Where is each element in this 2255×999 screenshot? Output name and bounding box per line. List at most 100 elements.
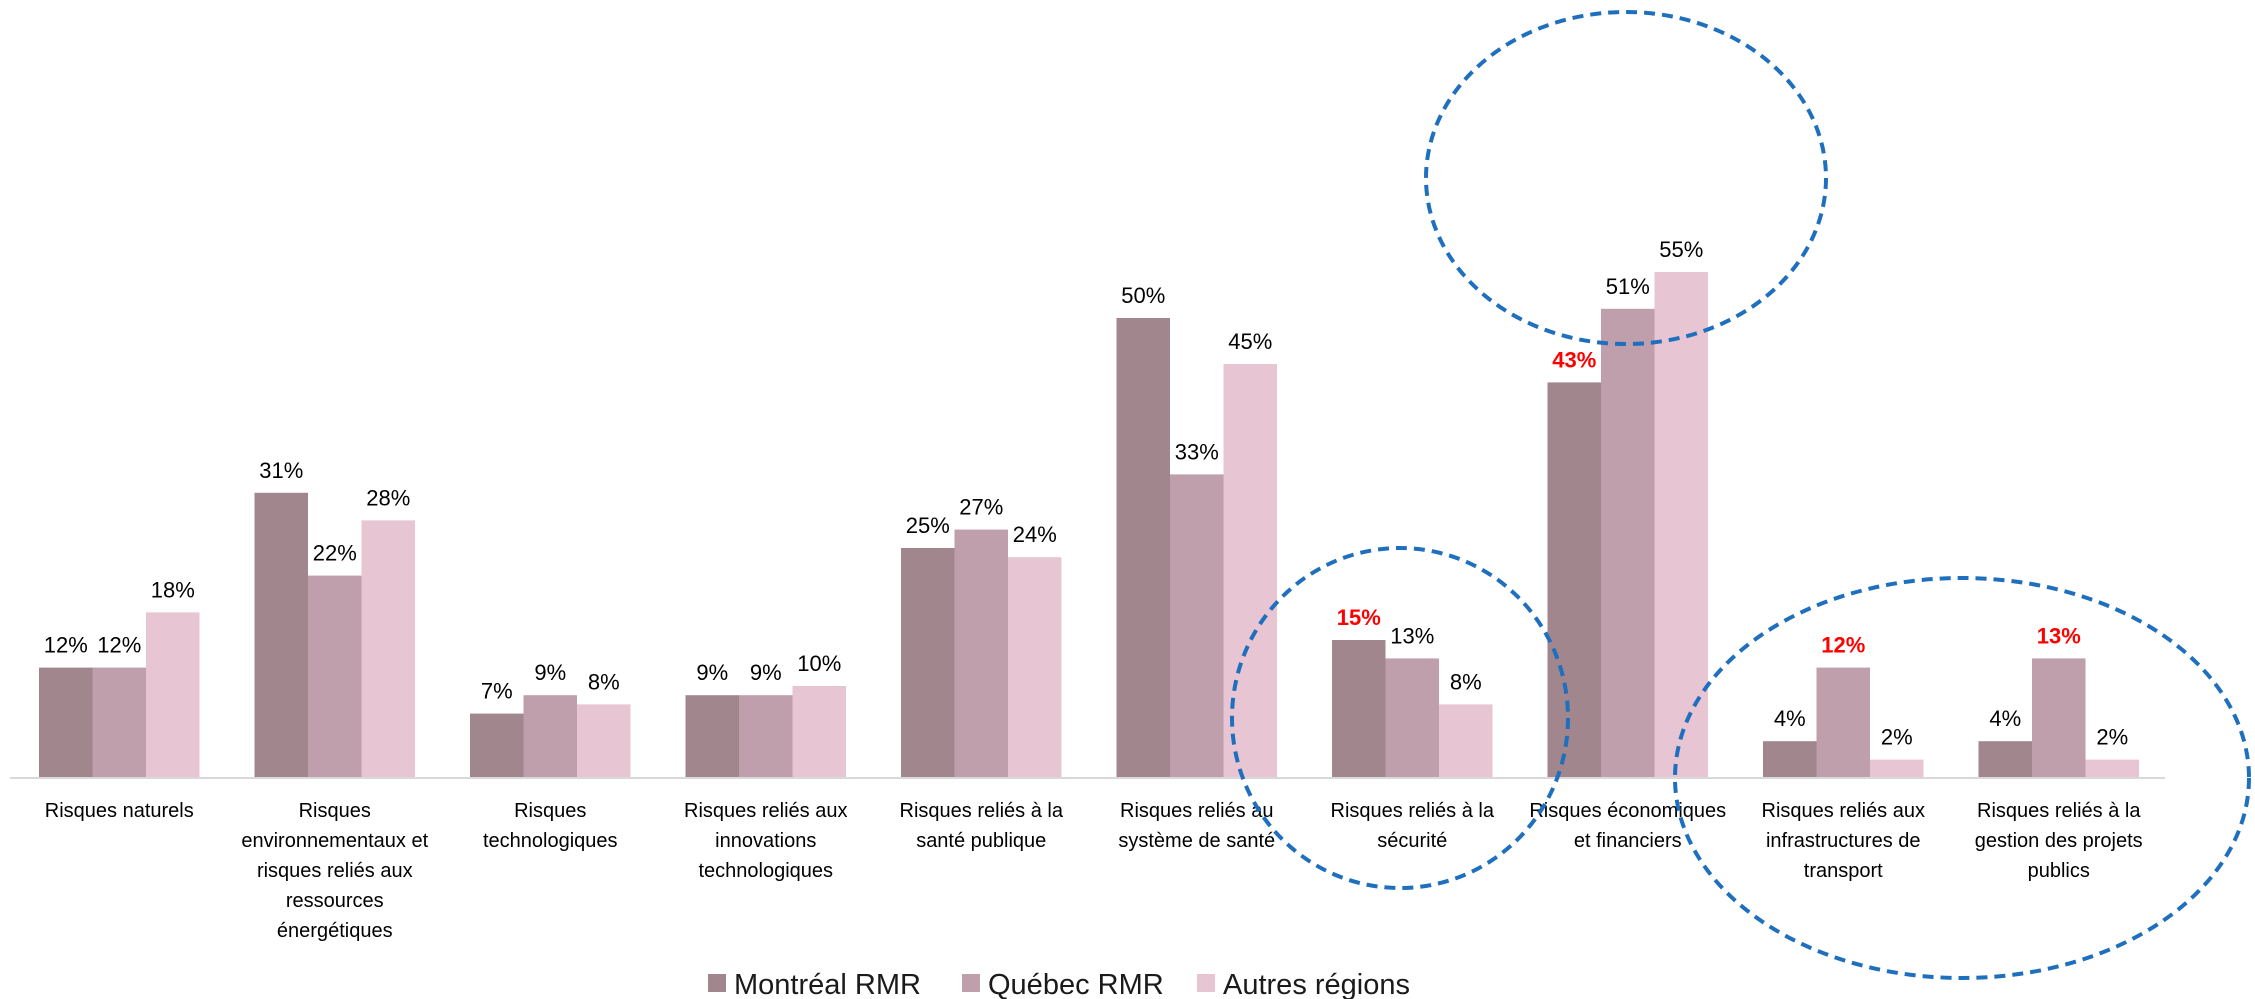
category-label-c1-line2: risques reliés aux [257,860,413,882]
bar-s2-c6 [1439,704,1493,778]
legend-item-1: Québec RMR [962,969,1164,999]
bar-s2-c8 [1870,759,1924,778]
bar-s0-c0 [39,667,93,778]
category-label-c3-line1: innovations [715,830,816,852]
bar-s1-c0 [92,667,146,778]
data-label-s1-c7: 51% [1606,274,1650,299]
data-label-s1-c9: 13% [2037,623,2081,648]
legend-label-1: Québec RMR [988,969,1164,999]
bar-s0-c4 [901,548,955,778]
highlight-ellipses-layer [1230,10,2251,980]
data-label-s0-c3: 9% [696,660,728,685]
data-label-s0-c5: 50% [1121,283,1165,308]
data-label-s0-c1: 31% [259,458,303,483]
data-label-s1-c0: 12% [97,633,141,658]
data-label-s0-c7: 43% [1552,347,1596,372]
bar-s0-c5 [1116,318,1170,778]
data-label-s2-c9: 2% [2096,725,2128,750]
category-label-c0-line0: Risques naturels [45,800,194,822]
category-label-c3-line2: technologiques [698,860,833,882]
data-label-s1-c3: 9% [750,660,782,685]
data-label-s1-c5: 33% [1175,439,1219,464]
bar-s0-c6 [1332,640,1386,778]
highlight-ellipse-3 [1673,576,2251,980]
data-label-s2-c5: 45% [1228,329,1272,354]
legend-item-2: Autres régions [1197,969,1410,999]
legend: Montréal RMR Québec RMR Autres régions [708,969,1410,999]
data-label-s2-c0: 18% [151,577,195,602]
bar-s0-c9 [1978,741,2032,778]
data-label-s1-c1: 22% [313,541,357,566]
category-label-c2-line1: technologiques [483,830,618,852]
data-label-s1-c4: 27% [959,495,1003,520]
category-label-c1-line3: ressources [286,890,384,912]
data-label-s2-c6: 8% [1450,669,1482,694]
category-labels-layer: Risques naturels Risques environnementaux … [45,800,2143,942]
legend-label-2: Autres régions [1223,969,1410,999]
category-label-c6-line1: sécurité [1377,830,1447,852]
category-label-c2-line0: Risques [514,800,586,822]
data-label-s0-c0: 12% [44,633,88,658]
category-label-c4-line0: Risques reliés à la [900,800,1064,822]
bar-s1-c3 [739,695,793,778]
data-label-s2-c2: 8% [588,669,620,694]
data-label-s2-c7: 55% [1659,237,1703,262]
category-label-c8-line1: infrastructures de [1766,830,1921,852]
bar-s2-c4 [1008,557,1062,778]
data-label-s1-c8: 12% [1821,633,1865,658]
bar-s0-c2 [470,713,524,778]
value-labels-layer: 12% 31% 7% 9% 25% 50% 15% 43% 4% 4% 12% 22% 9% 9% 27% 3… [44,237,2128,750]
bar-s2-c3 [792,686,846,778]
data-label-s2-c1: 28% [366,485,410,510]
bar-s1-c7 [1601,308,1655,778]
category-label-c1-line4: énergétiques [277,920,393,942]
category-label-c8-line0: Risques reliés aux [1762,800,1925,822]
category-label-c1-line0: Risques [299,800,371,822]
bar-s0-c1 [254,492,308,778]
bar-s2-c7 [1654,272,1708,778]
bar-s1-c6 [1385,658,1439,778]
bar-s2-c9 [2085,759,2139,778]
category-label-c9-line2: publics [2028,860,2090,882]
data-label-s1-c6: 13% [1390,623,1434,648]
data-label-s2-c4: 24% [1013,522,1057,547]
legend-swatch-2 [1197,974,1215,992]
data-label-s0-c9: 4% [1989,706,2021,731]
legend-swatch-1 [962,974,980,992]
category-label-c3-line0: Risques reliés aux [684,800,847,822]
category-label-c5-line0: Risques reliés au [1120,800,1273,822]
category-label-c7-line1: et financiers [1574,830,1682,852]
data-label-s0-c2: 7% [481,679,513,704]
category-label-c7-line0: Risques économiques [1529,800,1726,822]
bar-s0-c7 [1547,382,1601,778]
category-label-c4-line1: santé publique [916,830,1046,852]
category-label-c1-line1: environnementaux et [241,830,428,852]
category-label-c9-line1: gestion des projets [1975,830,2143,852]
data-label-s2-c3: 10% [797,651,841,676]
legend-swatch-0 [708,974,726,992]
bar-s2-c5 [1223,364,1277,778]
bar-s1-c9 [2032,658,2086,778]
legend-label-0: Montréal RMR [734,969,921,999]
bar-s1-c2 [523,695,577,778]
legend-item-0: Montréal RMR [708,969,921,999]
category-label-c9-line0: Risques reliés à la [1977,800,2141,822]
data-label-s2-c8: 2% [1881,725,1913,750]
bar-s1-c1 [308,575,362,778]
data-label-s0-c8: 4% [1774,706,1806,731]
bar-s1-c8 [1816,667,1870,778]
category-label-c5-line1: système de santé [1118,830,1275,852]
category-label-c8-line2: transport [1804,860,1883,882]
bar-s2-c2 [577,704,631,778]
bar-s0-c8 [1763,741,1817,778]
bar-s1-c5 [1170,474,1224,778]
highlight-ellipse-2 [1424,10,1828,346]
category-label-c6-line0: Risques reliés à la [1331,800,1495,822]
bar-s1-c4 [954,529,1008,778]
highlight-ellipse-1 [1230,546,1570,890]
data-label-s1-c2: 9% [534,660,566,685]
bar-s0-c3 [685,695,739,778]
data-label-s0-c4: 25% [906,513,950,538]
bar-s2-c0 [146,612,200,778]
